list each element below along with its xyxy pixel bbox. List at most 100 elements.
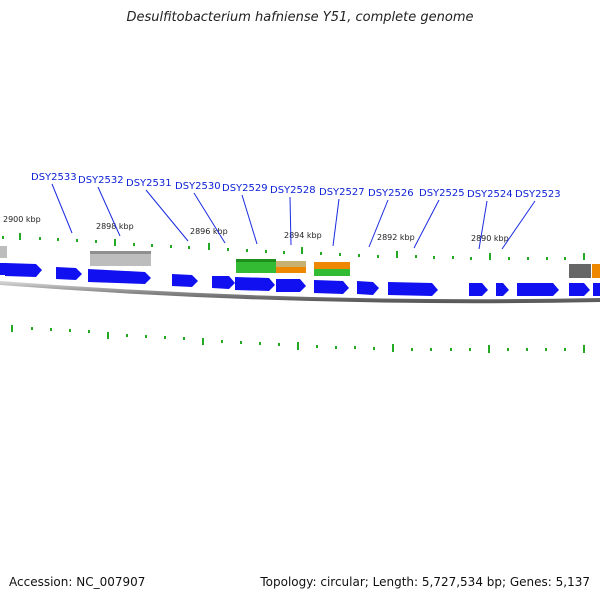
- tick-mark: [283, 251, 285, 254]
- gene-arrow[interactable]: [56, 267, 82, 280]
- gene-arrow[interactable]: [496, 283, 509, 296]
- gene-arrow[interactable]: [314, 280, 349, 294]
- gene-arrow[interactable]: [593, 283, 600, 296]
- tick-mark: [164, 336, 166, 339]
- tick-mark: [373, 347, 375, 350]
- gene-label[interactable]: DSY2527: [319, 187, 365, 198]
- tick-mark: [488, 345, 490, 353]
- gene-arrow[interactable]: [0, 263, 6, 275]
- tick-mark: [170, 245, 172, 248]
- gene-label[interactable]: DSY2526: [368, 188, 414, 199]
- tick-mark: [88, 330, 90, 333]
- tick-mark: [354, 346, 356, 349]
- tick-mark: [583, 253, 585, 260]
- leader-line: [501, 200, 536, 250]
- tick-mark: [107, 332, 109, 339]
- kbp-label: 2892 kbp: [377, 233, 415, 242]
- tick-mark: [227, 248, 229, 251]
- tick-mark: [564, 257, 566, 260]
- tick-mark: [11, 325, 13, 332]
- tick-mark: [564, 348, 566, 351]
- tick-mark: [208, 243, 210, 250]
- leader-line: [97, 186, 121, 237]
- gene-arrow[interactable]: [172, 274, 198, 287]
- genome-backbone: [0, 281, 600, 304]
- tick-mark: [411, 348, 413, 351]
- tick-mark: [470, 257, 472, 260]
- tick-mark: [545, 348, 547, 351]
- kbp-label: 2898 kbp: [96, 222, 134, 231]
- gene-arrow[interactable]: [569, 283, 590, 296]
- gene-label[interactable]: DSY2523: [515, 189, 561, 200]
- gene-arrow[interactable]: [469, 283, 488, 296]
- gene-label[interactable]: DSY2529: [222, 183, 268, 194]
- tick-mark: [240, 341, 242, 344]
- green-annotation-bar-edge: [236, 259, 276, 262]
- gene-arrow[interactable]: [88, 269, 151, 284]
- tick-mark: [301, 247, 303, 254]
- gene-label[interactable]: DSY2533: [31, 172, 77, 183]
- kbp-labels: 2900 kbp 2898 kbp 2896 kbp 2894 kbp 2892…: [3, 215, 509, 243]
- orange-annotation-bar: [314, 262, 350, 269]
- mixed-annotation-bar-top: [276, 261, 306, 267]
- tick-mark: [508, 257, 510, 260]
- leader-line: [51, 183, 73, 234]
- tick-mark: [31, 327, 33, 330]
- kbp-label: 2890 kbp: [471, 234, 509, 243]
- mixed-annotation-bar-bottom: [276, 267, 306, 273]
- gene-arrow[interactable]: [357, 281, 379, 295]
- green-annotation-bar: [314, 269, 350, 276]
- tick-mark: [76, 239, 78, 242]
- leader-line: [193, 192, 226, 244]
- gene-label[interactable]: DSY2528: [270, 185, 316, 196]
- tick-mark: [69, 329, 71, 332]
- genome-summary: Topology: circular; Length: 5,727,534 bp…: [260, 575, 590, 589]
- gene-arrow[interactable]: [235, 277, 275, 291]
- tick-mark: [526, 348, 528, 351]
- leader-line: [368, 199, 389, 248]
- gene-label[interactable]: DSY2532: [78, 175, 124, 186]
- tick-mark: [546, 257, 548, 260]
- tick-mark: [507, 348, 509, 351]
- gene-label[interactable]: DSY2531: [126, 178, 172, 189]
- gene-arrow[interactable]: [5, 263, 42, 277]
- tick-mark: [339, 253, 341, 256]
- tick-mark: [377, 255, 379, 258]
- leader-line: [241, 194, 258, 245]
- tick-mark: [433, 256, 435, 259]
- tick-mark: [278, 343, 280, 346]
- tick-mark: [39, 237, 41, 240]
- tick-mark: [259, 342, 261, 345]
- tick-mark: [396, 251, 398, 258]
- tick-mark: [202, 338, 204, 345]
- tick-mark: [316, 345, 318, 348]
- tick-mark: [450, 348, 452, 351]
- label-leader-lines: [51, 183, 536, 250]
- genome-title: Desulfitobacterium hafniense Y51, comple…: [126, 10, 474, 25]
- tick-mark: [2, 236, 4, 239]
- tick-mark: [57, 238, 59, 241]
- tick-mark: [151, 244, 153, 247]
- tick-mark: [335, 346, 337, 349]
- tick-mark: [95, 240, 97, 243]
- gene-arrow[interactable]: [517, 283, 559, 296]
- kbp-label: 2894 kbp: [284, 231, 322, 240]
- tick-mark: [415, 255, 417, 258]
- gene-label[interactable]: DSY2525: [419, 188, 465, 199]
- leader-line: [145, 189, 189, 242]
- gene-labels: DSY2533 DSY2532 DSY2531 DSY2530 DSY2529 …: [31, 172, 561, 200]
- tick-mark: [19, 233, 21, 240]
- gene-label[interactable]: DSY2524: [467, 189, 513, 200]
- gene-arrow[interactable]: [388, 282, 438, 296]
- tick-mark: [430, 348, 432, 351]
- tick-mark: [583, 345, 585, 353]
- tick-mark: [320, 252, 322, 255]
- accession-label: Accession: NC_007907: [9, 575, 146, 589]
- tick-mark: [469, 348, 471, 351]
- gene-label[interactable]: DSY2530: [175, 181, 221, 192]
- gene-arrow[interactable]: [276, 279, 306, 292]
- green-annotation-bar: [236, 259, 276, 273]
- tick-mark: [114, 239, 116, 246]
- gene-arrow[interactable]: [212, 276, 235, 289]
